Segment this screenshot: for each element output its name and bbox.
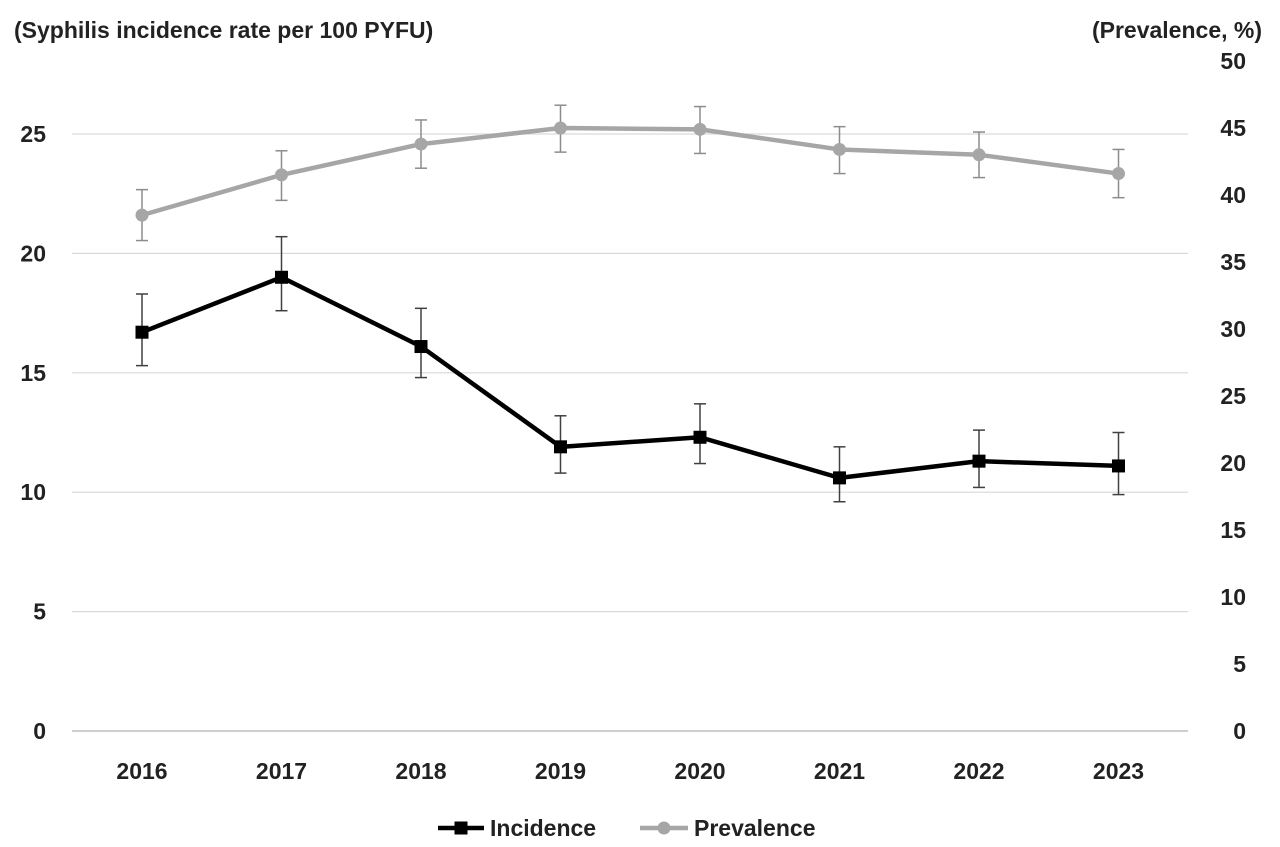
data-point-marker — [414, 137, 428, 151]
data-point-marker — [135, 325, 149, 339]
data-point-marker — [833, 471, 846, 485]
left-tick-label: 5 — [33, 599, 46, 625]
series-prevalence — [135, 104, 1125, 242]
data-point-marker — [554, 121, 567, 135]
legend-marker — [454, 821, 468, 835]
x-axis-ticks: 2016 2017 2018 2019 2020 2021 2022 2023 — [116, 758, 1144, 784]
right-tick-label: 5 — [1233, 651, 1246, 677]
legend-label: Prevalence — [694, 815, 815, 841]
left-axis-ticks: 0 5 10 15 20 25 — [20, 121, 46, 744]
x-tick-label: 2023 — [1093, 758, 1144, 784]
x-tick-label: 2017 — [256, 758, 307, 784]
legend: Incidence Prevalence — [438, 815, 815, 841]
x-tick-label: 2021 — [814, 758, 865, 784]
x-tick-label: 2019 — [535, 758, 586, 784]
legend-label: Incidence — [490, 815, 596, 841]
right-tick-label: 50 — [1220, 48, 1246, 74]
right-tick-label: 15 — [1220, 517, 1246, 543]
x-tick-label: 2020 — [674, 758, 725, 784]
data-point-marker — [693, 122, 707, 136]
data-point-marker — [135, 208, 149, 222]
left-tick-label: 10 — [20, 479, 46, 505]
right-tick-label: 25 — [1220, 383, 1246, 409]
legend-marker — [657, 821, 671, 835]
right-tick-label: 45 — [1220, 115, 1246, 141]
right-tick-label: 0 — [1233, 718, 1246, 744]
right-axis-title: (Prevalence, %) — [1092, 17, 1262, 43]
legend-item-incidence: Incidence — [438, 815, 596, 841]
series-layer — [135, 104, 1125, 503]
left-tick-label: 15 — [20, 360, 46, 386]
right-tick-label: 10 — [1220, 584, 1246, 610]
left-tick-label: 25 — [20, 121, 46, 147]
x-tick-label: 2022 — [953, 758, 1004, 784]
left-tick-label: 0 — [33, 718, 46, 744]
legend-item-prevalence: Prevalence — [640, 815, 815, 841]
right-tick-label: 40 — [1220, 182, 1246, 208]
right-tick-label: 35 — [1220, 249, 1246, 275]
data-point-marker — [833, 142, 846, 156]
data-point-marker — [1112, 167, 1125, 181]
x-tick-label: 2016 — [116, 758, 167, 784]
left-tick-label: 20 — [20, 240, 46, 266]
series-line — [139, 275, 1121, 481]
right-axis-ticks: 0 5 10 15 20 25 30 35 40 45 50 — [1220, 48, 1246, 744]
series-line — [139, 125, 1121, 218]
data-point-marker — [275, 270, 288, 284]
data-point-marker — [554, 440, 567, 454]
series-incidence — [135, 235, 1125, 503]
data-point-marker — [972, 148, 986, 162]
left-axis-title: (Syphilis incidence rate per 100 PYFU) — [14, 17, 433, 43]
data-point-marker — [693, 430, 707, 444]
gridlines — [72, 133, 1188, 732]
data-point-marker — [414, 340, 428, 354]
x-tick-label: 2018 — [395, 758, 446, 784]
right-tick-label: 20 — [1220, 450, 1246, 476]
data-point-marker — [972, 454, 986, 468]
data-point-marker — [1112, 459, 1125, 473]
right-tick-label: 30 — [1220, 316, 1246, 342]
data-point-marker — [275, 168, 288, 182]
